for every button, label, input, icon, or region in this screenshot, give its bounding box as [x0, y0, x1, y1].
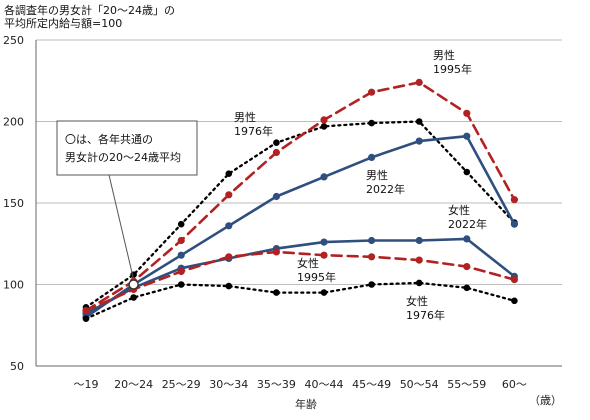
x-tick-label-5: 40～44 [305, 378, 344, 391]
series-5-point-0 [82, 315, 90, 323]
series-label-1-line-0: 男性 [433, 48, 455, 62]
chart-title-line-0: 各調査年の男女計「20～24歳」の [4, 3, 175, 17]
callout-text: 〇は、各年共通の男女計の20～24歳平均 [65, 132, 181, 164]
series-1-point-4 [272, 148, 280, 157]
y-tick-label-200: 200 [3, 116, 24, 129]
series-label-1: 男性 1995年 [433, 48, 472, 76]
series-0-point-6 [368, 119, 375, 127]
x-tick-label-3: 30～34 [209, 378, 248, 391]
x-tick-label-6: 45～49 [352, 378, 391, 391]
series-4-point-6 [368, 253, 376, 261]
series-0-point-5 [320, 123, 328, 130]
series-label-0: 男性 1976年 [234, 110, 273, 138]
callout-text-line-0: 〇は、各年共通の [65, 132, 153, 146]
series-0-point-7 [415, 118, 423, 125]
callout-box [56, 120, 198, 176]
series-line-1 [84, 81, 516, 312]
x-axis-unit: （歳） [529, 394, 562, 407]
series-5-point-3 [225, 282, 233, 290]
series-2-point-9 [510, 220, 519, 228]
chart-title-line-1: 平均所定内給与額=100 [4, 16, 122, 30]
series-1-point-9 [510, 196, 519, 204]
x-tick-label-9: 60～ [502, 378, 527, 391]
series-2-point-7 [415, 137, 423, 145]
series-5-point-1 [130, 294, 137, 301]
series-label-3-line-1: 2022年 [448, 217, 487, 231]
series-1-point-5 [320, 116, 328, 124]
series-2-point-6 [368, 153, 376, 161]
series-label-4-line-0: 女性 [297, 256, 319, 270]
series-4-point-3 [225, 253, 233, 261]
series-5-point-8 [463, 284, 471, 292]
series-2-point-8 [463, 132, 471, 140]
series-label-2-line-1: 2022年 [366, 182, 405, 196]
series-0-point-2 [177, 220, 185, 228]
series-2-point-4 [272, 192, 280, 201]
series-line-5 [84, 281, 516, 320]
series-line-3 [84, 237, 516, 316]
series-label-5-line-1: 1976年 [406, 308, 445, 322]
series-4-point-4 [272, 248, 280, 256]
x-tick-label-4: 35～39 [257, 378, 296, 391]
series-label-2-line-0: 男性 [366, 168, 388, 182]
series-1-point-8 [463, 109, 471, 117]
series-3-point-6 [368, 236, 376, 245]
series-label-3-line-0: 女性 [448, 203, 470, 217]
series-label-0-line-0: 男性 [234, 110, 256, 124]
series-2-point-2 [177, 251, 185, 259]
series-1-point-3 [225, 191, 233, 199]
series-4-point-2 [177, 267, 185, 276]
baseline-marker [128, 279, 139, 290]
series-1-point-7 [415, 78, 423, 87]
x-tick-label-8: 55～59 [447, 378, 486, 391]
series-label-5: 女性 1976年 [406, 294, 445, 322]
callout-text-line-1: 男女計の20～24歳平均 [65, 150, 181, 164]
series-label-1-line-1: 1995年 [433, 62, 472, 76]
chart-title: 各調査年の男女計「20～24歳」の平均所定内給与額=100 [4, 3, 175, 30]
series-1-point-6 [368, 88, 376, 96]
series-5-point-6 [368, 281, 375, 288]
y-tick-label-100: 100 [3, 279, 24, 292]
series-2-point-5 [320, 173, 328, 181]
y-tick-label-150: 150 [3, 197, 24, 210]
series-3-point-7 [415, 236, 423, 245]
series-label-4-line-1: 1995年 [297, 270, 336, 284]
series-3-point-8 [463, 235, 471, 243]
y-tick-label-250: 250 [3, 34, 24, 47]
series-0-point-8 [463, 168, 471, 176]
series-4-point-7 [415, 256, 423, 264]
x-tick-label-2: 25～29 [162, 378, 201, 391]
series-4-point-8 [463, 263, 471, 271]
series-5-point-5 [320, 289, 328, 296]
x-axis-label: 年齢 [295, 397, 317, 411]
series-label-5-line-0: 女性 [406, 294, 428, 308]
series-5-point-2 [177, 281, 185, 288]
series-label-4: 女性 1995年 [297, 256, 336, 284]
x-tick-label-7: 50～54 [400, 378, 439, 391]
x-tick-label-1: 20～24 [114, 378, 153, 391]
series-line-2 [84, 134, 516, 319]
series-label-2: 男性 2022年 [366, 168, 405, 196]
series-label-3: 女性 2022年 [448, 203, 487, 231]
series-2-point-3 [225, 222, 233, 230]
series-0-point-4 [273, 139, 280, 146]
series-5-point-4 [273, 289, 280, 296]
series-4-point-0 [82, 307, 90, 315]
y-tick-label-50: 50 [10, 360, 24, 373]
series-label-0-line-1: 1976年 [234, 124, 273, 138]
callout-pointer [108, 174, 135, 280]
series-1-point-2 [177, 236, 185, 245]
series-4-point-5 [320, 251, 328, 259]
series-4-point-9 [510, 276, 519, 284]
series-line-4 [84, 250, 516, 312]
series-5-point-7 [415, 279, 423, 287]
series-line-0 [84, 120, 516, 309]
series-5-point-9 [511, 297, 518, 305]
series-0-point-3 [225, 170, 233, 177]
series-3-point-5 [320, 238, 328, 246]
x-tick-label-0: ～19 [74, 378, 99, 391]
